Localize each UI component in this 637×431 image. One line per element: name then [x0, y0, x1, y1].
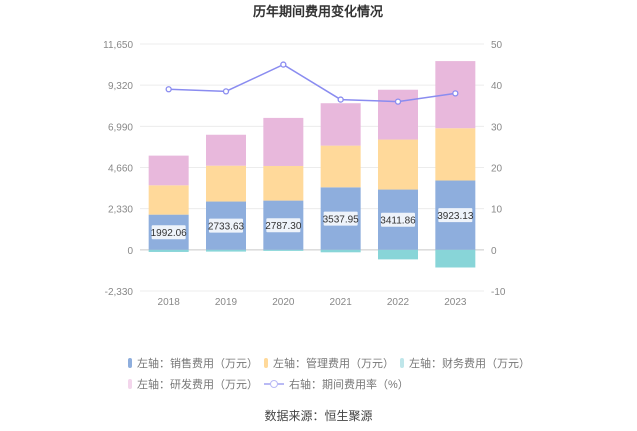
data-label-bg	[151, 225, 186, 240]
bar-segment	[206, 165, 246, 202]
bar-segment	[320, 249, 361, 253]
rate-point	[222, 88, 230, 95]
data-label-bg	[266, 218, 301, 233]
x-tick-label: 2020	[272, 297, 295, 308]
right-tick-label: 20	[491, 164, 503, 175]
bar-segment	[263, 117, 304, 166]
bar-segment	[206, 134, 246, 166]
bar-segment	[148, 249, 189, 252]
legend-item-rd[interactable]: 左轴：研发费用（万元）	[128, 376, 258, 392]
right-tick-label: 40	[491, 81, 503, 92]
legend-swatch-finance	[400, 358, 404, 368]
bar-segment	[263, 249, 304, 251]
rate-point	[452, 90, 459, 97]
rate-line-path	[168, 63, 456, 103]
legend-label-sales: 左轴：销售费用（万元）	[137, 358, 258, 370]
rate-line	[165, 61, 459, 105]
left-tick-label: 4,660	[108, 164, 133, 175]
x-tick-label: 2018	[158, 297, 181, 308]
rate-point	[394, 98, 402, 105]
legend-item-rate[interactable]: 右轴：期间费用率（%）	[264, 376, 424, 392]
left-tick-label: 2,330	[108, 205, 133, 216]
data-label-bg	[381, 212, 415, 227]
data-label: 1992.06	[151, 228, 188, 239]
legend-label-rate: 右轴：期间费用率（%）	[289, 379, 409, 391]
right-tick-label: 30	[491, 122, 503, 133]
bar-labels: 1992.06 2733.63 2787.30 3537.95 3411.86 3923.…	[151, 208, 474, 240]
data-label: 2787.30	[265, 221, 302, 232]
right-tick-label: 10	[491, 205, 503, 216]
right-tick-label: -10	[491, 287, 506, 298]
bar-segment	[148, 185, 189, 215]
legend-item-admin[interactable]: 左轴：管理费用（万元）	[264, 355, 394, 371]
legend-item-finance[interactable]: 左轴：财务费用（万元）	[400, 355, 530, 371]
data-label: 3923.13	[437, 211, 474, 222]
legend-label-rd: 左轴：研发费用（万元）	[137, 379, 258, 391]
data-label: 3537.95	[323, 215, 360, 226]
rate-point	[337, 96, 344, 103]
chart-title: 历年期间费用变化情况	[253, 4, 383, 19]
legend-swatch-rate	[264, 379, 284, 389]
x-tick-label: 2019	[215, 297, 238, 308]
bar-segment	[263, 165, 304, 201]
legend-row: 左轴：研发费用（万元） 右轴：期间费用率（%）	[128, 375, 568, 393]
data-label-bg	[209, 218, 243, 233]
legend-row: 左轴：销售费用（万元） 左轴：管理费用（万元） 左轴：财务费用（万元）	[128, 354, 568, 372]
bar-segment	[206, 249, 246, 252]
legend-swatch-admin	[264, 358, 268, 368]
left-tick-label: 9,320	[108, 81, 133, 92]
x-tick-label: 2021	[330, 297, 353, 308]
bar-segment	[435, 128, 476, 181]
rate-point	[280, 61, 287, 68]
legend-label-admin: 左轴：管理费用（万元）	[273, 358, 394, 370]
bar-segment	[435, 249, 476, 268]
bar-segment	[378, 249, 418, 260]
legend-swatch-rd	[128, 379, 132, 389]
data-label: 3411.86	[380, 216, 416, 227]
rate-point	[165, 86, 172, 93]
bar-segment	[148, 155, 189, 186]
legend-label-finance: 左轴：财务费用（万元）	[409, 358, 530, 370]
left-tick-label: -2,330	[105, 287, 134, 298]
x-tick-label: 2022	[387, 297, 410, 308]
bar-segment	[320, 145, 361, 188]
right-tick-label: 50	[491, 40, 503, 51]
right-tick-label: 0	[491, 246, 497, 257]
grid-lines	[140, 43, 484, 292]
left-tick-label: 6,990	[108, 122, 133, 133]
data-label-bg	[438, 208, 473, 223]
x-tick-label: 2023	[444, 297, 467, 308]
bars	[148, 61, 476, 268]
data-label: 2733.63	[208, 222, 245, 233]
data-label-bg	[323, 211, 358, 226]
left-tick-label: 11,650	[103, 40, 133, 51]
left-tick-label: 0	[127, 246, 133, 257]
legend-swatch-sales	[128, 358, 132, 368]
bar-segment	[378, 139, 418, 190]
legend-item-sales[interactable]: 左轴：销售费用（万元）	[128, 355, 258, 371]
left-axis: 11,650 9,320 6,990 4,660 2,330 0 -2,330	[103, 40, 133, 298]
data-source: 数据来源：恒生聚源	[264, 409, 373, 423]
x-axis: 2018 2019 2020 2021 2022 2023	[158, 297, 467, 308]
legend: 左轴：销售费用（万元） 左轴：管理费用（万元） 左轴：财务费用（万元） 左轴：研…	[128, 354, 568, 396]
bar-segment	[320, 103, 361, 146]
bar-segment	[378, 89, 418, 140]
right-axis: 50 40 30 20 10 0 -10	[491, 40, 506, 298]
